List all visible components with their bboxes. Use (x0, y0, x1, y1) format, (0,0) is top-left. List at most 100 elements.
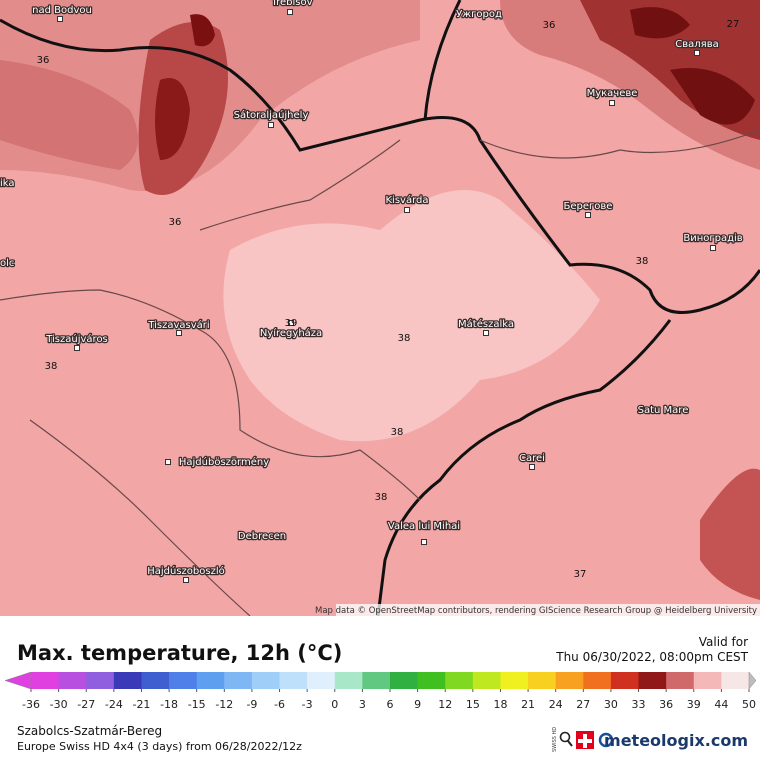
map: nad Bodvou Trebišov Ужгород Свалява Мукачеве… (0, 0, 760, 616)
place-label: Trebišov (270, 0, 312, 8)
bar-tick-label: -12 (215, 698, 233, 711)
place-label: Nyíregyháza (260, 327, 322, 339)
place-dot (694, 50, 700, 56)
model-info: Europe Swiss HD 4x4 (3 days) from 06/28/… (17, 740, 302, 753)
bar-tick-label: 36 (659, 698, 673, 711)
place-label: nad Bodvou (32, 5, 92, 16)
swiss-cross (578, 734, 592, 748)
bar-tick-label: -30 (50, 698, 68, 711)
country-border (0, 18, 760, 314)
contour-label: 36 (37, 55, 50, 66)
contour-label: 36 (543, 20, 556, 31)
brand-logo (598, 732, 614, 748)
bar-tick-label: 39 (687, 698, 701, 711)
legend: Max. temperature, 12h (°C) Valid for Thu… (4, 635, 757, 753)
hot-spot (155, 78, 190, 160)
bar-segment (113, 672, 142, 689)
bar-tick-label: 3 (359, 698, 366, 711)
bar-segment (528, 672, 557, 689)
hot-area (0, 60, 138, 170)
contour-label: 38 (45, 361, 58, 372)
bar-tick-label: 30 (604, 698, 618, 711)
place-dot (710, 245, 716, 251)
bar-segment (500, 672, 529, 689)
bar-tick-label: -6 (274, 698, 285, 711)
hot-spot (630, 7, 755, 125)
bar-tick-label: -21 (132, 698, 150, 711)
bar-segment (58, 672, 87, 689)
place-label: ika (0, 178, 15, 189)
brand: meteologix.com (604, 731, 748, 750)
bar-tick-label: 27 (576, 698, 590, 711)
bar-tick-label: 9 (414, 698, 421, 711)
place-dot (57, 16, 63, 22)
bar-tick-label: -18 (160, 698, 178, 711)
bar-segment (417, 672, 446, 689)
bar-segment (555, 672, 584, 689)
place-dot (609, 100, 615, 106)
bar-segment (224, 672, 253, 689)
search-icon (567, 740, 573, 747)
bar-segment (196, 672, 225, 689)
bar-tick-label: 21 (521, 698, 535, 711)
bar-tick-label: 24 (549, 698, 563, 711)
bar-segment (362, 672, 391, 689)
hot-spot (190, 14, 215, 47)
bar-tick-label: 0 (331, 698, 338, 711)
place-label: Kisvárda (385, 194, 428, 206)
bar-tick-label: 18 (493, 698, 507, 711)
bar-segment (472, 672, 501, 689)
bar-segment (307, 672, 336, 689)
place-label: Satu Mare (638, 405, 689, 416)
place-label: Виноградів (683, 232, 742, 244)
bar-segment (638, 672, 667, 689)
place-dot (421, 539, 427, 545)
bar-tick-label: -3 (302, 698, 313, 711)
place-dot (176, 330, 182, 336)
county-border (199, 139, 401, 231)
bar-segment (666, 672, 695, 689)
country-border (423, 0, 462, 121)
bar-tick-label: -9 (246, 698, 257, 711)
region: Szabolcs-Szatmár-Bereg (17, 724, 162, 738)
place-label: Ужгород (456, 9, 502, 20)
contour-label: 38 (636, 256, 649, 267)
place-dot (529, 464, 535, 470)
place-label: Tiszaújváros (45, 333, 108, 345)
bar-segment (583, 672, 612, 689)
country-border (376, 319, 672, 616)
bar-arrow (748, 671, 757, 690)
place-dot (183, 577, 189, 583)
bar-tick-label: 33 (632, 698, 646, 711)
bar-segment (31, 672, 60, 689)
place-label: Hajdúböszörmény (179, 456, 269, 468)
bar-segment (86, 672, 115, 689)
contour-label: 39 (285, 318, 298, 329)
bar-segment (279, 672, 308, 689)
color-bar: -36 -30 -27 -24 -21 -18 -15 -12 -9 -6 -3 0 3 6 9 12 15 18… (4, 671, 757, 711)
bar-arrow (4, 671, 32, 690)
place-label: Hajdúszoboszló (147, 565, 225, 577)
bar-tick-label: -24 (105, 698, 123, 711)
bar-segment (721, 672, 750, 689)
bar-segment (445, 672, 474, 689)
bar-segment (141, 672, 170, 689)
place-dot (287, 9, 293, 15)
place-dot (483, 330, 489, 336)
place-label: Мукачеве (587, 88, 638, 99)
place-dot (268, 122, 274, 128)
contour-label: 27 (727, 19, 740, 30)
bar-segment (390, 672, 419, 689)
bar-tick-label: 44 (714, 698, 728, 711)
bar-tick-label: -27 (77, 698, 95, 711)
attribution-box (336, 604, 760, 616)
badge: SWISS HD (552, 727, 558, 752)
contour-label: 38 (391, 427, 404, 438)
bar-segment (334, 672, 363, 689)
place-label: Debrecen (238, 531, 286, 542)
contour-label: 36 (169, 217, 182, 228)
bar-tick-label: 15 (466, 698, 480, 711)
contour-label: 37 (574, 569, 587, 580)
place-label: Mátészalka (458, 318, 514, 330)
valid-label: Valid for (699, 635, 748, 649)
